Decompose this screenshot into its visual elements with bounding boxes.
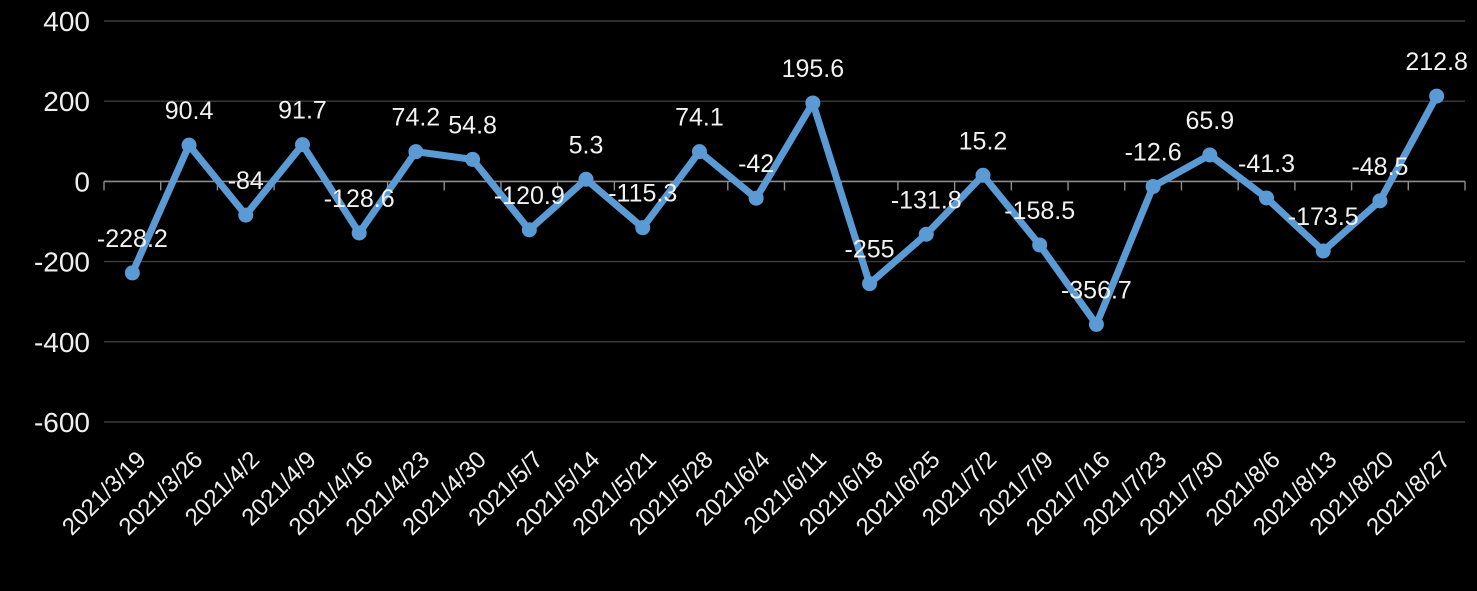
data-point-marker <box>975 167 991 183</box>
y-axis-label: -600 <box>34 407 90 438</box>
data-point-marker <box>1315 243 1331 259</box>
data-label: -84 <box>228 167 264 195</box>
y-axis-label: 0 <box>74 166 90 197</box>
data-label: -48.5 <box>1351 153 1408 181</box>
data-label: -131.8 <box>891 186 962 214</box>
data-label: -158.5 <box>1004 197 1075 225</box>
data-point-marker <box>1429 88 1445 104</box>
data-point-marker <box>1259 190 1275 206</box>
data-label: 195.6 <box>782 55 845 83</box>
data-point-marker <box>691 144 707 160</box>
data-label: 91.7 <box>278 97 327 125</box>
data-label: -42 <box>738 150 774 178</box>
data-label: 74.1 <box>675 104 724 132</box>
data-point-marker <box>1145 178 1161 194</box>
y-axis-label: 200 <box>43 86 90 117</box>
data-label: -228.2 <box>97 225 168 253</box>
data-point-marker <box>238 207 254 223</box>
data-point-marker <box>805 95 821 111</box>
data-point-marker <box>635 220 651 236</box>
data-label: 90.4 <box>165 97 214 125</box>
data-point-marker <box>521 222 537 238</box>
data-label: -128.6 <box>324 185 395 213</box>
data-label: -120.9 <box>494 182 565 210</box>
data-label: -255 <box>845 236 895 264</box>
data-point-marker <box>181 137 197 153</box>
data-point-marker <box>748 190 764 206</box>
data-point-marker <box>465 151 481 167</box>
data-point-marker <box>351 225 367 241</box>
data-label: 5.3 <box>569 131 604 159</box>
y-axis-label: -200 <box>34 247 90 278</box>
data-label: 74.2 <box>392 104 441 132</box>
data-point-marker <box>1032 237 1048 253</box>
data-label: -356.7 <box>1061 276 1132 304</box>
data-label: -41.3 <box>1238 150 1295 178</box>
data-point-marker <box>124 265 140 281</box>
data-label: 54.8 <box>448 111 497 139</box>
data-point-marker <box>294 137 310 153</box>
data-point-marker <box>862 276 878 292</box>
data-label: 15.2 <box>959 127 1008 155</box>
data-point-marker <box>1202 147 1218 163</box>
data-label: 212.8 <box>1405 48 1468 76</box>
data-point-marker <box>1372 193 1388 209</box>
series-line <box>128 92 1441 328</box>
data-point-marker <box>918 226 934 242</box>
data-point-marker <box>1088 316 1104 332</box>
data-label: -115.3 <box>608 180 677 208</box>
data-label: -12.6 <box>1125 138 1182 166</box>
data-point-marker <box>408 144 424 160</box>
y-axis-label: -400 <box>34 327 90 358</box>
data-point-marker <box>578 171 594 187</box>
data-label: 65.9 <box>1185 107 1234 135</box>
y-axis-label: 400 <box>43 6 90 37</box>
data-label: -173.5 <box>1288 203 1359 231</box>
